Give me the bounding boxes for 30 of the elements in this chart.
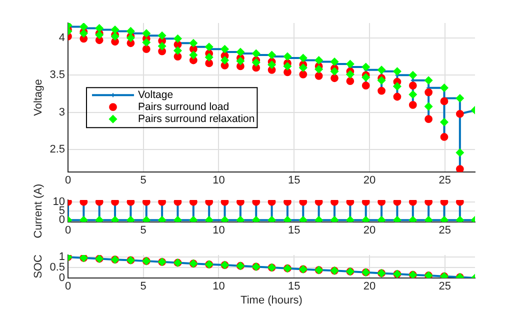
y-tick-label: 0.5 [50, 262, 65, 274]
x-tick-label: 5 [140, 224, 146, 237]
y-axis-title: Voltage [32, 79, 45, 116]
x-tick-label: 5 [140, 174, 146, 187]
x-tick-label: 10 [212, 224, 225, 237]
legend-label: Pairs surround relaxation [138, 112, 255, 125]
y-tick-label: 2.5 [50, 144, 65, 156]
x-tick-label: 20 [363, 224, 376, 237]
x-tick-label: 10 [212, 174, 225, 187]
x-tick-label: 15 [288, 174, 300, 187]
y-axis-title: Current (A) [32, 184, 45, 238]
x-tick-label: 10 [212, 280, 225, 293]
y-tick-label: 0 [58, 272, 65, 284]
x-tick-label: 25 [438, 280, 451, 293]
y-tick-label: 3.5 [50, 69, 65, 82]
x-tick-label: 25 [438, 224, 451, 237]
x-tick-label: 15 [288, 224, 300, 237]
x-axis-title: Time (hours) [240, 294, 302, 306]
y-axis-title: SOC [32, 254, 45, 278]
legend-label: Pairs surround load [138, 100, 230, 113]
x-tick-label: 20 [363, 280, 376, 293]
x-tick-label: 20 [363, 174, 376, 187]
y-tick-label: 3 [58, 106, 65, 118]
legend-label: Voltage [138, 88, 174, 101]
y-tick-label: 0 [58, 214, 65, 226]
x-tick-label: 15 [288, 280, 300, 293]
x-tick-label: 5 [140, 280, 146, 293]
y-tick-label: 1 [58, 251, 65, 264]
y-tick-label: 4 [58, 32, 65, 44]
x-tick-label: 25 [438, 174, 451, 187]
